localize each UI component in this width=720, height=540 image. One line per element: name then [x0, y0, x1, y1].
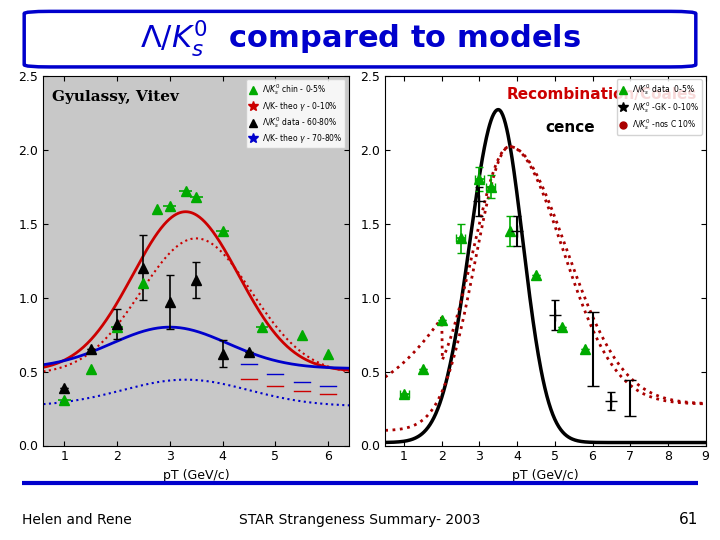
Text: Recombination/Coales: Recombination/Coales: [507, 87, 698, 102]
Text: STAR Strangeness Summary- 2003: STAR Strangeness Summary- 2003: [239, 512, 481, 526]
Text: 61: 61: [679, 512, 698, 527]
Text: Gyulassy, Vitev: Gyulassy, Vitev: [53, 90, 179, 104]
Text: Helen and Rene: Helen and Rene: [22, 512, 131, 526]
FancyBboxPatch shape: [24, 11, 696, 67]
X-axis label: pT (GeV/c): pT (GeV/c): [512, 469, 579, 482]
X-axis label: pT (GeV/c): pT (GeV/c): [163, 469, 230, 482]
Text: cence: cence: [546, 120, 595, 135]
Legend: $\Lambda/K^0_s$ data  0-5%, $\Lambda/K^0_s$ -GK - 0-10%, $\Lambda/K^0_s$ -nos C : $\Lambda/K^0_s$ data 0-5%, $\Lambda/K^0_…: [616, 79, 702, 135]
Legend: $\Lambda/K^0_s$ chin - 0-5%, $\Lambda$/K- theo $\gamma$ - 0-10%, $\Lambda/K^0_s$: $\Lambda/K^0_s$ chin - 0-5%, $\Lambda$/K…: [246, 79, 346, 148]
Text: $\Lambda/K^0_s$  compared to models: $\Lambda/K^0_s$ compared to models: [140, 17, 580, 58]
